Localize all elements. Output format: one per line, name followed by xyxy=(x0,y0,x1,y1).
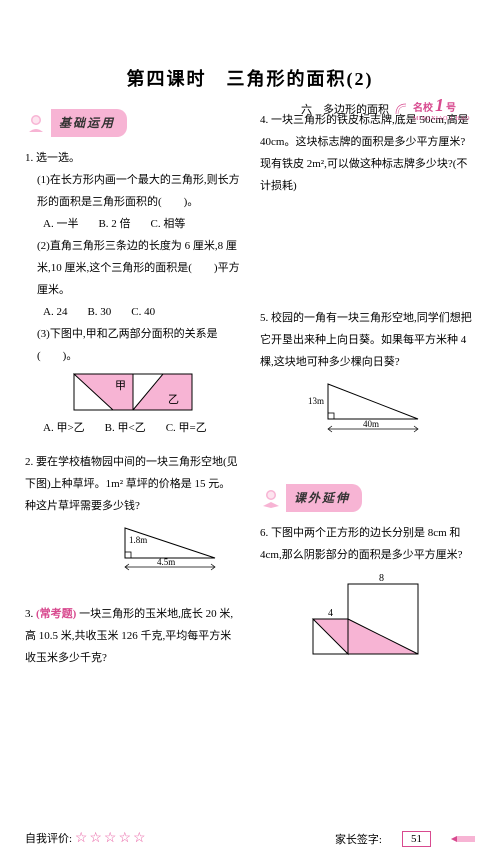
section-extra-label: 课外延伸 xyxy=(286,484,362,512)
q4: 4. 一块三角形的铁皮标志牌,底是 50cm,高是 40cm。这块标志牌的面积是… xyxy=(260,109,475,197)
q1-sub1: (1)在长方形内画一个最大的三角形,则长方形的面积是三角形面积的( )。 xyxy=(25,169,240,213)
brand-number: 1 xyxy=(435,95,444,116)
q1-stem: 1. 选一选。 xyxy=(25,147,240,169)
q2: 2. 要在学校植物园中间的一块三角形空地(见下图)上种草坪。1m² 草坪的价格是… xyxy=(25,451,240,573)
q3-tag: (常考题) xyxy=(36,608,76,620)
q6-squares: 8 4 xyxy=(303,572,433,672)
svg-text:乙: 乙 xyxy=(168,393,179,406)
left-column: 基础运用 1. 选一选。 (1)在长方形内画一个最大的三角形,则长方形的面积是三… xyxy=(25,109,240,684)
self-eval-block: 自我评价: ☆☆☆☆☆ xyxy=(25,830,148,847)
svg-text:甲: 甲 xyxy=(115,380,126,392)
parent-sign-label: 家长签字: xyxy=(335,831,382,847)
svg-text:4.5m: 4.5m xyxy=(157,557,175,567)
q1: 1. 选一选。 (1)在长方形内画一个最大的三角形,则长方形的面积是三角形面积的… xyxy=(25,147,240,439)
q3: 3. (常考题) 一块三角形的玉米地,底长 20 米,高 10.5 米,共收玉米… xyxy=(25,603,240,669)
q1-sub2-choice-a: A. 24 xyxy=(43,301,67,323)
q1-sub2-choices: A. 24 B. 30 C. 40 xyxy=(25,301,240,323)
q5-triangle: 13m 40m xyxy=(308,379,428,439)
q1-sub1-choice-a: A. 一半 xyxy=(43,213,78,235)
q6-stem: 6. 下图中两个正方形的边长分别是 8cm 和 4cm,那么阴影部分的面积是多少… xyxy=(260,522,475,566)
q6-figure: 8 4 xyxy=(260,572,475,672)
section-basic-label: 基础运用 xyxy=(51,109,127,137)
girl-writing-icon xyxy=(25,112,47,134)
q1-sub3-choices: A. 甲>乙 B. 甲<乙 C. 甲=乙 xyxy=(25,417,240,439)
svg-text:1.8m: 1.8m xyxy=(129,535,147,545)
section-extra-badge: 课外延伸 xyxy=(260,484,475,512)
footer-right: 家长签字: 51 xyxy=(335,831,475,847)
header-swirl-icon xyxy=(395,103,407,115)
q1-sub2-choice-c: C. 40 xyxy=(131,301,155,323)
q2-triangle: 1.8m 4.5m xyxy=(115,523,225,573)
svg-text:13m: 13m xyxy=(308,396,324,406)
section-basic-badge: 基础运用 xyxy=(25,109,240,137)
svg-text:4: 4 xyxy=(328,608,333,619)
q1-sub2: (2)直角三角形三条边的长度为 6 厘米,8 厘米,10 厘米,这个三角形的面积… xyxy=(25,235,240,301)
q1-sub3-choice-c: C. 甲=乙 xyxy=(166,417,207,439)
q1-sub2-choice-b: B. 30 xyxy=(87,301,111,323)
brand-prefix: 名校 xyxy=(413,99,433,114)
q1-sub1-choice-c: C. 相等 xyxy=(151,213,186,235)
page-title: 第四课时 三角形的面积(2) xyxy=(0,65,500,91)
q5-figure: 13m 40m xyxy=(260,379,475,439)
q3-prefix: 3. xyxy=(25,608,33,620)
star-rating: ☆☆☆☆☆ xyxy=(75,831,148,846)
q5: 5. 校园的一角有一块三角形空地,同学们想把它开垦出来种上向日葵。如果每平方米种… xyxy=(260,307,475,439)
footer: 自我评价: ☆☆☆☆☆ 家长签字: 51 xyxy=(25,830,475,847)
brand-badge: 名校 1 号 MINGXIAO 1 HAO xyxy=(413,95,470,122)
q2-figure: 1.8m 4.5m xyxy=(25,523,240,573)
pencil-icon xyxy=(451,834,475,844)
q1-sub3-choice-b: B. 甲<乙 xyxy=(105,417,146,439)
content-area: 基础运用 1. 选一选。 (1)在长方形内画一个最大的三角形,则长方形的面积是三… xyxy=(0,91,500,684)
brand-sub: MINGXIAO 1 HAO xyxy=(413,116,470,122)
q1-sub3-choice-a: A. 甲>乙 xyxy=(43,417,85,439)
brand-suffix: 号 xyxy=(446,99,456,114)
page-number: 51 xyxy=(402,831,431,847)
q1-sub1-choice-b: B. 2 倍 xyxy=(98,213,130,235)
q6: 6. 下图中两个正方形的边长分别是 8cm 和 4cm,那么阴影部分的面积是多少… xyxy=(260,522,475,672)
self-eval-label: 自我评价: xyxy=(25,833,72,845)
q1-sub3-figure: 甲 乙 xyxy=(25,373,240,411)
jia-yi-diagram: 甲 乙 xyxy=(73,373,193,411)
q4-stem: 4. 一块三角形的铁皮标志牌,底是 50cm,高是 40cm。这块标志牌的面积是… xyxy=(260,109,475,197)
q2-stem: 2. 要在学校植物园中间的一块三角形空地(见下图)上种草坪。1m² 草坪的价格是… xyxy=(25,451,240,517)
header-bar: 六 多边形的面积 名校 1 号 MINGXIAO 1 HAO xyxy=(301,95,470,122)
q5-stem: 5. 校园的一角有一块三角形空地,同学们想把它开垦出来种上向日葵。如果每平方米种… xyxy=(260,307,475,373)
svg-text:40m: 40m xyxy=(363,419,379,429)
chapter-label: 六 多边形的面积 xyxy=(301,101,389,117)
q1-sub3: (3)下图中,甲和乙两部分面积的关系是( )。 xyxy=(25,323,240,367)
svg-text:8: 8 xyxy=(379,573,384,584)
right-column: 4. 一块三角形的铁皮标志牌,底是 50cm,高是 40cm。这块标志牌的面积是… xyxy=(260,109,475,684)
girl-reading-icon xyxy=(260,487,282,509)
q1-sub1-choices: A. 一半 B. 2 倍 C. 相等 xyxy=(25,213,240,235)
